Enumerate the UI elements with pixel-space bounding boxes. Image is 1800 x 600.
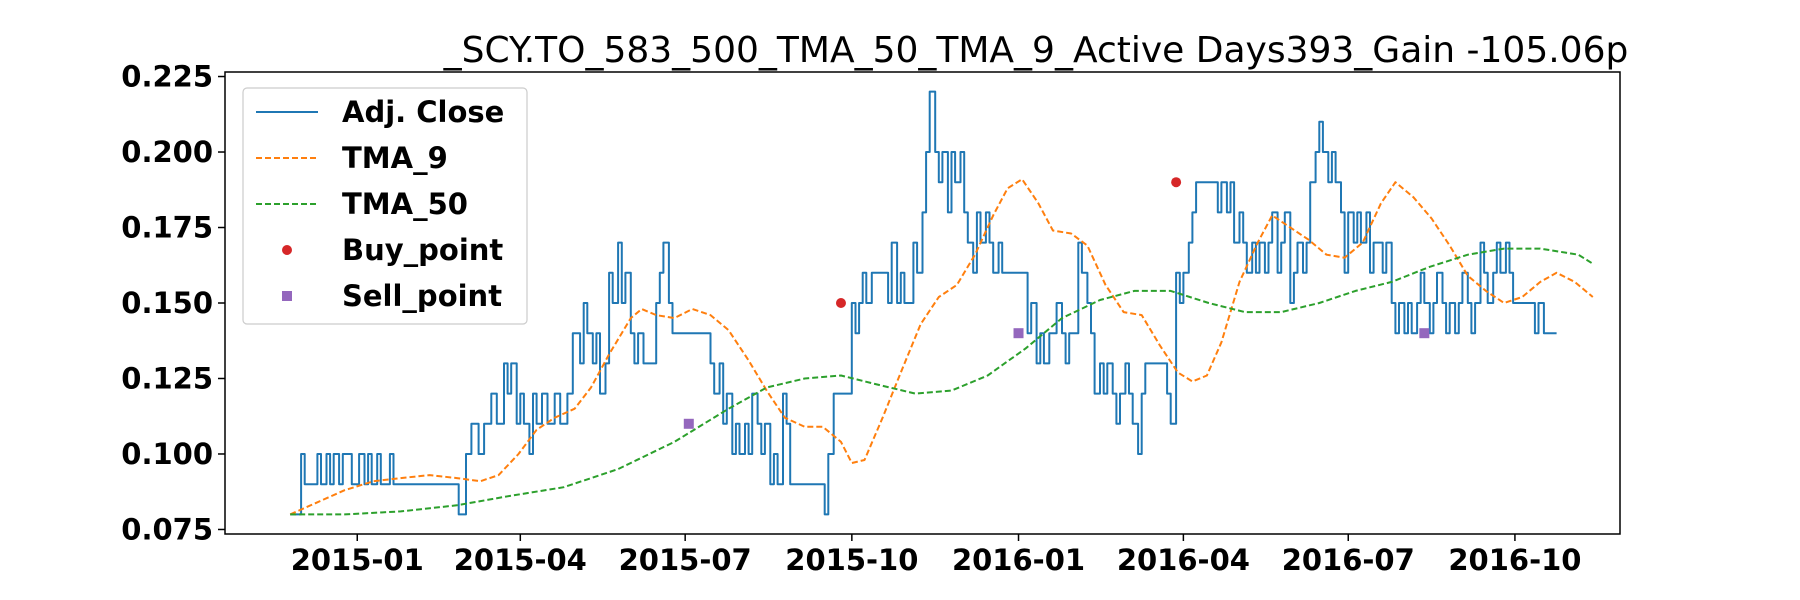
legend-swatch-sell-point — [282, 291, 292, 301]
y-tick-label: 0.100 — [121, 437, 213, 471]
y-tick-label: 0.150 — [121, 286, 213, 320]
x-tick-label: 2016-04 — [1117, 543, 1250, 577]
chart-title: _SCY.TO_583_500_TMA_50_TMA_9_Active Days… — [443, 30, 1629, 71]
signal-markers — [683, 177, 1430, 429]
y-tick-label: 0.200 — [121, 135, 213, 169]
buy-point-marker — [835, 298, 846, 308]
y-tick-label: 0.125 — [121, 361, 213, 395]
y-tick-label: 0.225 — [121, 60, 213, 94]
x-tick-label: 2016-10 — [1448, 543, 1581, 577]
x-tick-label: 2016-07 — [1282, 543, 1415, 577]
sell-point-marker — [1013, 328, 1024, 339]
y-tick-label: 0.075 — [121, 512, 213, 546]
sell-point-marker — [1419, 328, 1430, 339]
legend-box — [242, 87, 528, 325]
legend-label-adj-close: Adj. Close — [342, 95, 504, 129]
legend-label-tma-9: TMA_9 — [342, 141, 448, 175]
x-tick-label: 2015-04 — [454, 543, 587, 577]
buy-point-marker — [1171, 177, 1182, 188]
series-line-tma-50 — [290, 247, 1594, 516]
x-tick-label: 2015-01 — [291, 543, 424, 577]
series-lines — [289, 90, 1594, 516]
series-line-tma-9 — [289, 178, 1594, 516]
legend: Adj. Close TMA_9 TMA_50 Buy_point Sell_point — [242, 87, 528, 325]
x-tick-label: 2016-01 — [952, 543, 1085, 577]
legend-swatch-buy-point — [282, 245, 292, 255]
x-tick-label: 2015-10 — [785, 543, 918, 577]
legend-label-tma-50: TMA_50 — [342, 187, 468, 221]
legend-label-buy-point: Buy_point — [342, 233, 503, 267]
legend-label-sell-point: Sell_point — [342, 279, 502, 313]
plot-frame — [224, 71, 1621, 535]
y-tick-label: 0.175 — [121, 211, 213, 245]
x-tick-label: 2015-07 — [619, 543, 752, 577]
axis-ticks: 2015-01 2015-04 2015-07 2015-10 2016-01 2016-… — [121, 60, 1581, 577]
sell-point-marker — [683, 418, 694, 429]
